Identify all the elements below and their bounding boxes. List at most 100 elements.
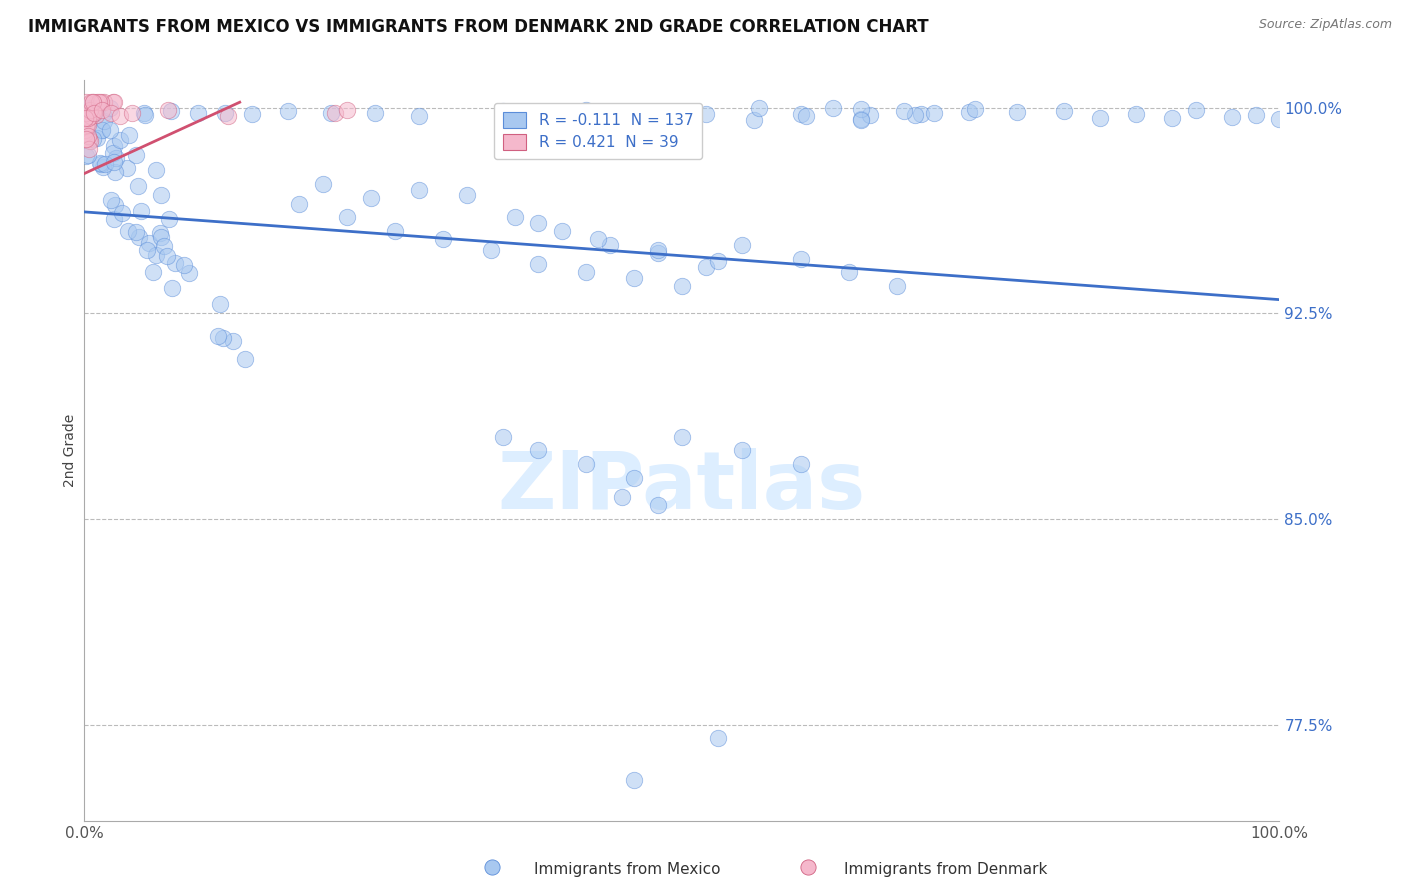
Point <box>797 860 820 874</box>
Point <box>965 102 987 116</box>
Point <box>671 279 693 293</box>
Point <box>671 430 693 444</box>
Point <box>84 108 107 122</box>
Point <box>121 106 143 120</box>
Point <box>125 225 148 239</box>
Point <box>76 148 98 162</box>
Point <box>575 457 598 471</box>
Point <box>76 117 98 131</box>
Point <box>903 108 925 122</box>
Point <box>432 232 454 246</box>
Point <box>94 156 117 170</box>
Point <box>551 224 574 238</box>
Point <box>707 254 730 268</box>
Point <box>222 334 245 349</box>
Point <box>647 498 669 512</box>
Point <box>75 132 97 146</box>
Point <box>173 258 195 272</box>
Point <box>87 95 110 110</box>
Point <box>790 457 813 471</box>
Point <box>364 106 387 120</box>
Point <box>100 193 122 207</box>
Legend: R = -0.111  N = 137, R = 0.421  N = 39: R = -0.111 N = 137, R = 0.421 N = 39 <box>494 103 703 159</box>
Point <box>79 103 101 117</box>
Point <box>82 104 104 119</box>
Point <box>86 101 108 115</box>
Point <box>80 95 103 110</box>
Point <box>408 183 430 197</box>
Point <box>125 148 148 162</box>
Point <box>75 119 97 133</box>
Point <box>742 112 765 127</box>
Point <box>527 216 550 230</box>
Point <box>91 107 114 121</box>
Point <box>790 106 813 120</box>
Point <box>157 103 180 118</box>
Point <box>142 265 165 279</box>
Point <box>80 101 103 115</box>
Point <box>101 145 124 160</box>
Point <box>104 198 127 212</box>
Point <box>859 107 882 121</box>
Point <box>100 106 122 120</box>
Point <box>312 178 335 192</box>
Point <box>492 103 515 118</box>
Point <box>177 266 200 280</box>
Point <box>695 260 717 274</box>
Point <box>481 860 503 874</box>
Point <box>93 113 115 128</box>
Point <box>118 128 141 142</box>
Text: Immigrants from Denmark: Immigrants from Denmark <box>844 863 1047 877</box>
Point <box>131 204 153 219</box>
Point <box>575 103 598 117</box>
Point <box>162 280 184 294</box>
Point <box>86 131 108 145</box>
Point <box>408 109 430 123</box>
Point <box>156 248 179 262</box>
Y-axis label: 2nd Grade: 2nd Grade <box>63 414 77 487</box>
Point <box>98 101 121 115</box>
Point <box>128 230 150 244</box>
Point <box>623 772 645 787</box>
Point <box>75 95 97 110</box>
Point <box>75 105 97 120</box>
Point <box>76 111 98 125</box>
Point <box>384 224 406 238</box>
Point <box>103 139 125 153</box>
Point <box>101 95 124 110</box>
Point <box>217 109 239 123</box>
Point <box>527 443 550 458</box>
Point <box>214 106 236 120</box>
Point <box>145 247 167 261</box>
Point <box>149 230 172 244</box>
Point <box>157 212 180 227</box>
Point <box>212 331 235 345</box>
Point <box>135 243 157 257</box>
Point <box>612 490 634 504</box>
Point <box>132 106 156 120</box>
Point <box>89 156 111 170</box>
Point <box>821 101 844 115</box>
Point <box>731 443 754 458</box>
Point <box>695 106 717 120</box>
Point <box>76 101 98 115</box>
Point <box>90 156 112 170</box>
Point <box>79 134 101 148</box>
Point <box>91 123 114 137</box>
Point <box>360 191 382 205</box>
Point <box>138 235 160 250</box>
Point <box>588 232 610 246</box>
Point <box>599 237 621 252</box>
Point <box>886 279 908 293</box>
Point <box>80 101 103 115</box>
Point <box>209 297 232 311</box>
Point <box>117 224 139 238</box>
Point <box>117 161 139 175</box>
Point <box>623 471 645 485</box>
Point <box>93 95 115 110</box>
Point <box>80 104 103 119</box>
Point <box>647 244 669 258</box>
Point <box>1268 112 1291 127</box>
Point <box>893 104 915 119</box>
Point <box>1090 111 1112 125</box>
